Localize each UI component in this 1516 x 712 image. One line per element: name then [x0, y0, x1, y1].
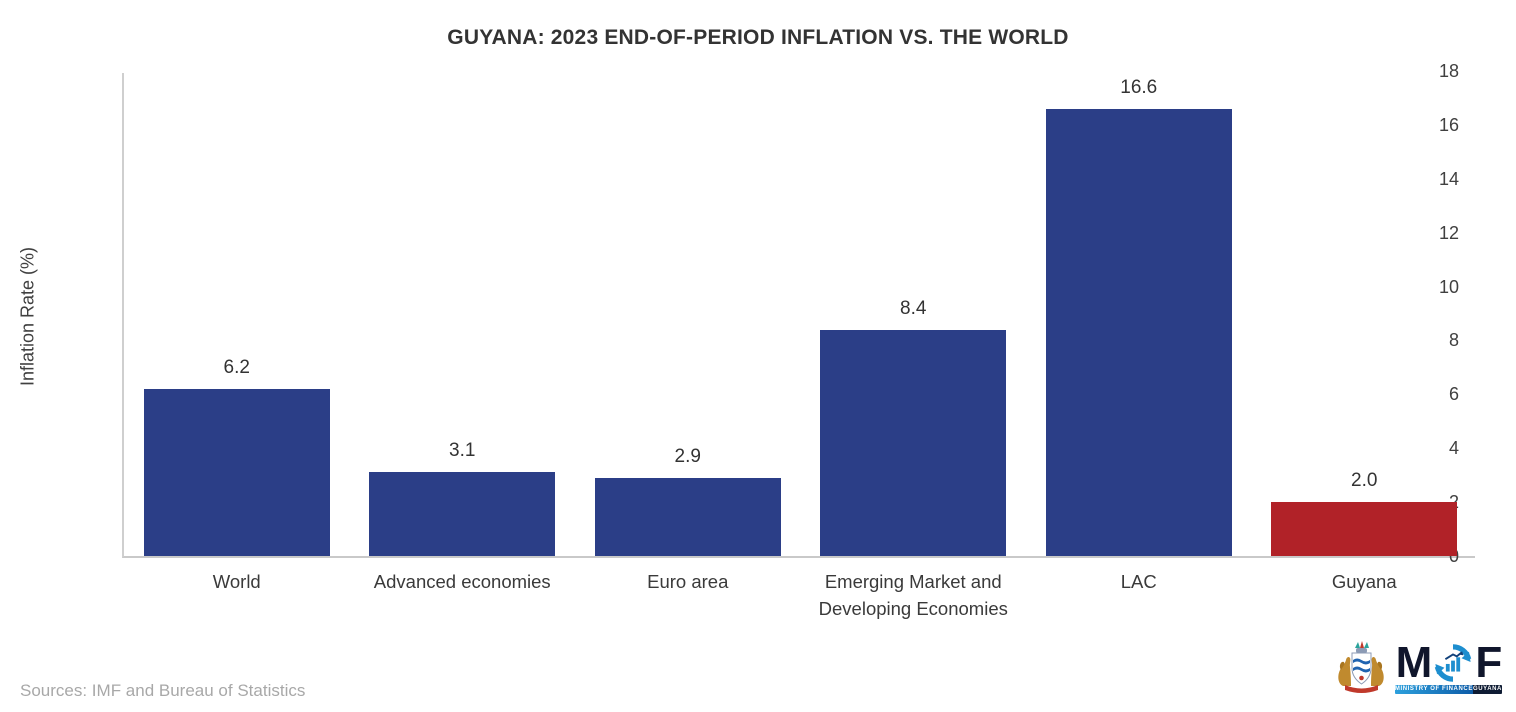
bar-value-label-guyana: 2.0 — [1351, 470, 1378, 492]
mof-letter-m: M — [1395, 637, 1433, 687]
mof-banner-ministry-label: MINISTRY OF FINANCE — [1394, 684, 1473, 694]
x-axis-label-advanced-economies: Advanced economies — [373, 571, 551, 592]
mof-logo: M F MINISTRY OF FINANCE GUYANA — [1333, 640, 1502, 696]
circular-arrows-bar-chart-icon — [1435, 643, 1472, 682]
sources-note: Sources: IMF and Bureau of Statistics — [20, 681, 306, 700]
mof-wordmark: M F MINISTRY OF FINANCE GUYANA — [1394, 637, 1503, 694]
x-axis-label-euro-area: Euro area — [647, 571, 729, 592]
x-axis-label-guyana: Guyana — [1331, 571, 1397, 592]
y-tick-label-10: 10 — [1438, 276, 1459, 297]
mof-letter-f: F — [1475, 637, 1502, 687]
x-axis-label-lac: LAC — [1120, 571, 1157, 592]
y-tick-label-6: 6 — [1448, 384, 1459, 405]
bar-value-label-world: 6.2 — [223, 356, 250, 378]
bar-value-label-advanced-economies: 3.1 — [449, 440, 476, 462]
y-tick-label-12: 12 — [1438, 222, 1459, 243]
mof-letters-row: M F — [1395, 637, 1503, 687]
y-tick-label-14: 14 — [1438, 168, 1459, 189]
bar-value-label-emerging-market-and-developing-economies: 8.4 — [900, 297, 927, 319]
plot-area: 024681012141618 6.23.12.98.416.62.0 Worl… — [122, 62, 1475, 619]
y-tick-label-0: 0 — [1448, 546, 1459, 566]
bar-emerging-market-and-developing-economies — [820, 329, 1007, 556]
bar-euro-area — [594, 477, 781, 556]
bar-advanced-economies — [369, 472, 556, 556]
x-axis-label-world: World — [212, 571, 261, 592]
mof-banner-guyana-label: GUYANA — [1472, 684, 1502, 694]
bar-world — [143, 388, 330, 556]
chart-title: GUYANA: 2023 END-OF-PERIOD INFLATION VS.… — [447, 26, 1069, 49]
bar-value-label-lac: 16.6 — [1120, 76, 1158, 98]
bar-lac — [1045, 108, 1232, 556]
y-tick-label-16: 16 — [1438, 114, 1459, 135]
y-tick-label-18: 18 — [1438, 61, 1459, 81]
mof-banner: MINISTRY OF FINANCE GUYANA — [1394, 684, 1502, 694]
y-tick-label-4: 4 — [1448, 438, 1459, 459]
bar-value-label-euro-area: 2.9 — [674, 445, 701, 467]
x-axis-label-emerging-market-and-developing-economies: Emerging Market and Developing Economies — [818, 571, 1008, 619]
y-axis-title: Inflation Rate (%) — [17, 246, 38, 387]
y-tick-label-8: 8 — [1448, 330, 1459, 351]
bar-guyana — [1271, 502, 1458, 556]
guyana-coat-of-arms-icon — [1338, 641, 1384, 693]
